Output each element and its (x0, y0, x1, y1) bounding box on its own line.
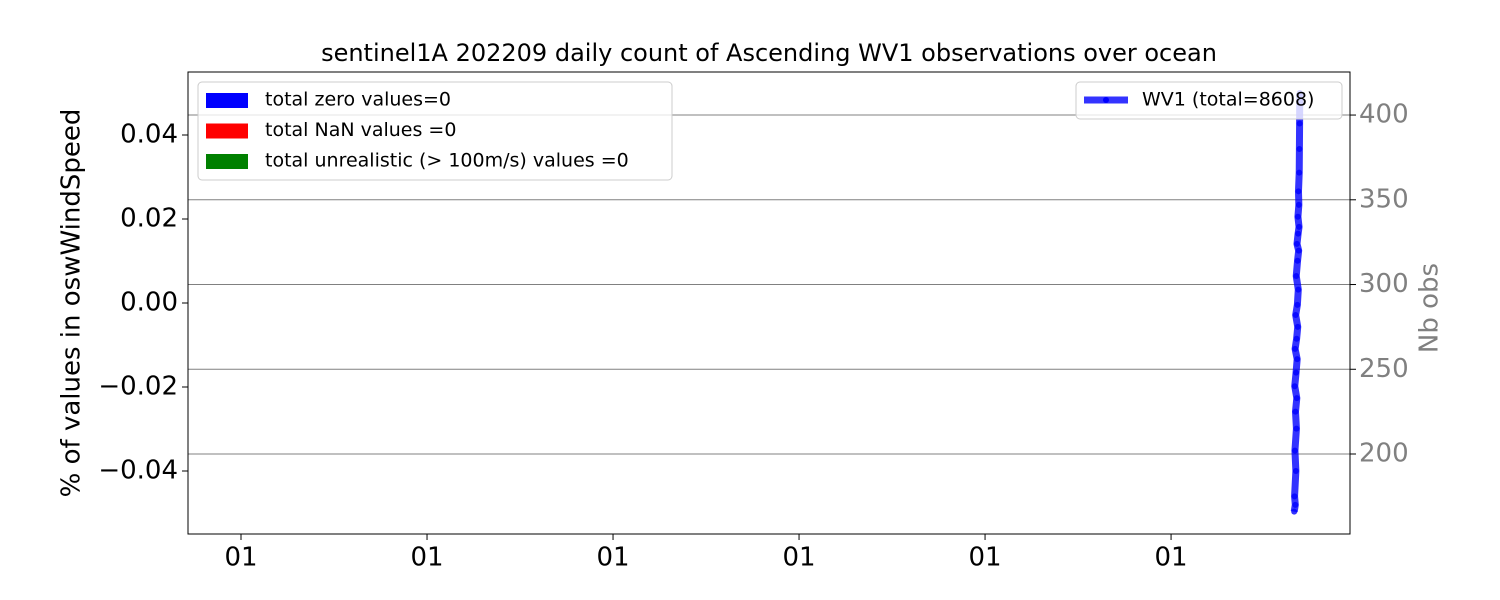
legend-label: WV1 (total=8608) (1142, 89, 1314, 111)
data-point (1295, 230, 1302, 237)
legend-swatch (206, 93, 248, 108)
y2-tick-label: 300 (1359, 269, 1409, 299)
chart-title: sentinel1A 202209 daily count of Ascendi… (321, 39, 1217, 67)
data-point (1295, 188, 1302, 195)
x-tick-label: 01 (410, 543, 443, 573)
legend-marker (1103, 97, 1109, 103)
x-tick-label: 01 (969, 543, 1002, 573)
y2-tick-label: 350 (1359, 184, 1409, 214)
data-point (1293, 425, 1300, 432)
data-point (1293, 273, 1300, 280)
data-point (1293, 240, 1300, 247)
data-point (1296, 223, 1303, 230)
data-point (1292, 467, 1299, 474)
data-point (1293, 335, 1300, 342)
data-point (1295, 247, 1302, 254)
data-point (1292, 501, 1299, 508)
data-point (1294, 213, 1301, 220)
y-axis-label: % of values in oswWindSpeed (57, 109, 87, 498)
data-point (1292, 408, 1299, 415)
x-tick-label: 01 (224, 543, 257, 573)
y-tick-label: −0.04 (98, 456, 178, 486)
data-point (1291, 447, 1298, 454)
legend-label: total unrealistic (> 100m/s) values =0 (265, 150, 629, 172)
x-tick-label: 01 (596, 543, 629, 573)
legend-box (197, 81, 673, 181)
data-point (1293, 395, 1300, 402)
data-point (1295, 201, 1302, 208)
data-point (1292, 312, 1299, 319)
x-tick-label: 01 (1155, 543, 1188, 573)
data-point (1296, 145, 1303, 152)
data-point (1294, 323, 1301, 330)
data-point (1295, 286, 1302, 293)
data-point (1293, 369, 1300, 376)
legend-label: total zero values=0 (265, 89, 451, 111)
y2-axis-label: Nb obs (1415, 263, 1445, 353)
y-tick-label: 0.02 (120, 204, 178, 234)
plot-frame (187, 71, 1351, 535)
legend-swatch (206, 154, 248, 169)
legend-swatch (206, 123, 248, 139)
data-point (1291, 493, 1298, 500)
y-tick-label: 0.04 (120, 120, 178, 150)
y2-tick-label: 250 (1359, 354, 1409, 384)
data-point (1294, 257, 1301, 264)
legend-box (1075, 81, 1343, 120)
y2-tick-label: 200 (1359, 439, 1409, 469)
legend-label: total NaN values =0 (265, 119, 456, 141)
data-point (1291, 383, 1298, 390)
y-tick-label: 0.00 (120, 288, 178, 318)
data-point (1296, 120, 1303, 127)
data-point (1292, 345, 1299, 352)
y2-tick-label: 400 (1359, 100, 1409, 130)
x-tick-label: 01 (782, 543, 815, 573)
data-point (1296, 169, 1303, 176)
data-point (1294, 301, 1301, 308)
data-point (1294, 356, 1301, 363)
data-point (1291, 508, 1298, 515)
y-tick-label: −0.02 (98, 372, 178, 402)
